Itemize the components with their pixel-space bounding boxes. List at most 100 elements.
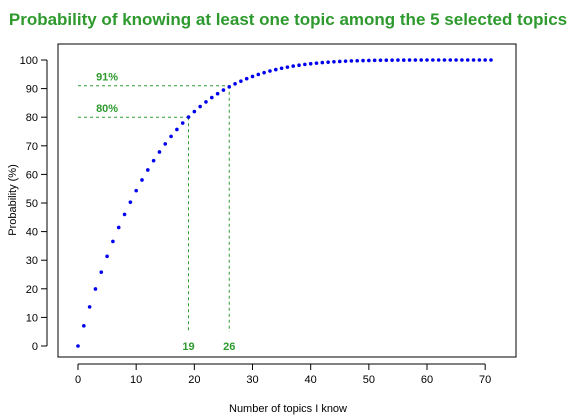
data-point: [279, 66, 284, 71]
data-point: [134, 188, 138, 193]
chart-title: Probability of knowing at least one topi…: [9, 10, 567, 29]
data-point: [425, 58, 429, 62]
data-point: [320, 60, 325, 65]
y-axis-label: Probability (%): [7, 164, 19, 236]
data-point: [448, 58, 453, 62]
data-points: [76, 58, 493, 348]
data-point: [192, 109, 197, 114]
data-point: [303, 62, 307, 67]
data-point: [244, 76, 249, 81]
x-tick-label: 60: [421, 374, 433, 386]
annotation-percent-label: 91%: [96, 72, 118, 84]
data-point: [291, 64, 296, 68]
y-tick-label: 30: [26, 255, 38, 267]
y-tick-label: 0: [32, 341, 38, 353]
annotation-percent-label: 80%: [96, 103, 118, 115]
data-point: [146, 168, 150, 172]
data-point: [436, 58, 441, 62]
data-point: [116, 225, 121, 230]
data-point: [262, 70, 266, 75]
reference-lines: [78, 85, 230, 332]
data-point: [297, 63, 301, 68]
data-point: [239, 79, 243, 83]
data-point: [209, 95, 214, 100]
data-point: [332, 59, 336, 64]
y-tick-label: 50: [26, 198, 38, 210]
data-point: [157, 150, 162, 154]
y-axis: 0 10 20 30 40 50 60 70 80 90 100: [20, 55, 48, 353]
y-tick-label: 80: [26, 112, 38, 124]
y-tick-label: 40: [26, 227, 38, 239]
data-point: [343, 59, 348, 63]
y-tick-label: 60: [26, 169, 38, 181]
data-point: [355, 58, 360, 63]
y-tick-label: 100: [20, 55, 38, 67]
data-point: [140, 178, 144, 182]
data-point: [268, 69, 272, 73]
data-point: [250, 74, 255, 79]
annotation-x-label: 19: [182, 341, 194, 353]
data-point: [82, 324, 86, 328]
x-tick-label: 20: [188, 374, 200, 386]
data-point: [384, 58, 389, 62]
data-point: [431, 58, 435, 62]
data-point: [390, 58, 394, 62]
x-axis: 0 10 20 30 40 50 60 70: [75, 363, 491, 386]
data-point: [442, 58, 447, 62]
data-point: [460, 58, 464, 62]
data-point: [169, 134, 173, 139]
x-tick-label: 0: [75, 374, 81, 386]
x-tick-label: 30: [246, 374, 258, 386]
data-point: [337, 59, 342, 64]
data-point: [378, 58, 383, 63]
y-tick-label: 20: [26, 284, 38, 296]
y-tick-label: 70: [26, 141, 38, 153]
data-point: [215, 91, 220, 96]
data-point: [396, 58, 400, 62]
annotation-x-label: 26: [223, 341, 235, 353]
data-point: [465, 58, 470, 62]
data-point: [163, 142, 168, 146]
annotations: 80% 19 91% 26: [96, 72, 235, 353]
data-point: [419, 58, 424, 62]
data-point: [198, 104, 202, 109]
data-point: [413, 58, 418, 62]
data-point: [180, 121, 185, 125]
data-point: [273, 67, 278, 72]
data-point: [401, 58, 406, 62]
data-point: [93, 287, 98, 291]
data-point: [186, 115, 191, 119]
data-point: [87, 305, 92, 309]
data-point: [308, 61, 313, 66]
data-point: [128, 200, 133, 204]
x-tick-label: 10: [130, 374, 142, 386]
data-point: [372, 58, 377, 63]
data-point: [175, 127, 179, 132]
data-point: [361, 58, 365, 63]
data-point: [349, 59, 354, 63]
data-point: [477, 58, 482, 62]
data-point: [489, 58, 493, 62]
data-point: [227, 85, 232, 89]
x-tick-label: 50: [363, 374, 375, 386]
y-tick-label: 90: [26, 84, 38, 96]
data-point: [367, 58, 371, 63]
data-point: [221, 88, 226, 92]
data-point: [483, 58, 487, 62]
data-point: [326, 60, 330, 64]
data-point: [99, 270, 104, 274]
data-point: [407, 58, 412, 62]
plot-frame: [57, 43, 517, 358]
data-point: [314, 61, 319, 65]
y-tick-label: 10: [26, 312, 38, 324]
data-point: [471, 58, 476, 62]
data-point: [204, 100, 208, 104]
data-point: [122, 212, 127, 217]
data-point: [76, 344, 80, 348]
data-point: [233, 82, 237, 86]
data-point: [454, 58, 458, 62]
x-tick-label: 40: [305, 374, 317, 386]
data-point: [256, 72, 261, 77]
x-tick-label: 70: [479, 374, 491, 386]
